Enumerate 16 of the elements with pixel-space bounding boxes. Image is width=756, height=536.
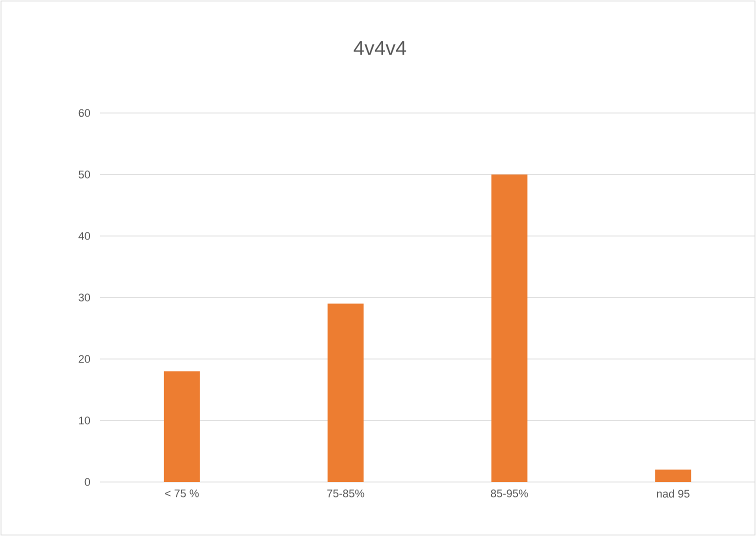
y-tick-label: 0 — [84, 478, 90, 486]
bar — [164, 371, 200, 482]
y-tick-label: 50 — [78, 170, 90, 178]
x-tick-label: 85-95% — [490, 490, 528, 498]
y-tick-label: 60 — [78, 109, 90, 117]
y-tick-label: 40 — [78, 232, 90, 240]
bar — [655, 470, 692, 482]
x-tick-label: < 75 % — [165, 490, 199, 498]
chart-title: 4v4v4 — [354, 41, 406, 55]
x-tick-label: 75-85% — [327, 490, 364, 498]
x-tick-label: nad 95 — [657, 490, 690, 498]
bar — [491, 174, 528, 482]
y-tick-label: 20 — [78, 355, 90, 363]
y-tick-label: 30 — [78, 294, 90, 302]
y-tick-label: 10 — [79, 416, 90, 424]
bar — [328, 304, 364, 482]
